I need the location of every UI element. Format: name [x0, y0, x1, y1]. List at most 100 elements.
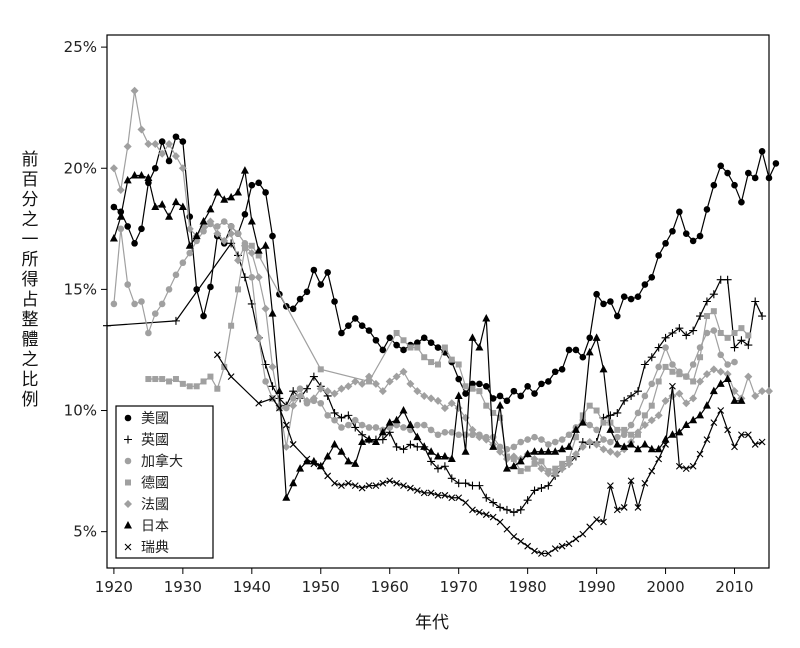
data-point	[317, 399, 325, 407]
data-point	[565, 459, 574, 468]
data-point	[462, 390, 469, 397]
data-point	[282, 493, 291, 501]
data-point	[427, 394, 436, 403]
data-point	[138, 225, 145, 233]
data-point	[324, 269, 331, 276]
data-point	[116, 186, 125, 195]
data-point	[441, 491, 449, 499]
data-point	[254, 246, 263, 254]
data-point	[565, 431, 573, 439]
data-point	[158, 138, 166, 145]
data-point	[331, 479, 338, 487]
data-point	[166, 378, 173, 385]
data-point	[392, 372, 401, 381]
data-point	[655, 455, 663, 463]
data-point	[572, 535, 580, 543]
data-point	[745, 169, 752, 177]
data-point	[710, 308, 717, 315]
data-point	[309, 372, 318, 381]
data-point	[482, 493, 491, 502]
data-point	[765, 174, 773, 182]
data-point	[261, 304, 270, 313]
data-point	[509, 461, 518, 470]
data-point	[303, 288, 311, 296]
data-point	[462, 383, 469, 390]
data-point	[214, 385, 221, 392]
data-point	[738, 198, 745, 206]
data-point	[710, 327, 718, 334]
data-point	[600, 419, 607, 426]
data-point	[448, 356, 455, 363]
series-germany	[145, 242, 752, 475]
data-point	[110, 300, 118, 308]
data-point	[607, 438, 614, 446]
data-point	[455, 494, 463, 502]
data-point	[317, 281, 325, 288]
data-point	[310, 266, 318, 274]
data-point	[668, 328, 677, 337]
data-point	[744, 341, 753, 350]
data-point	[455, 361, 462, 368]
data-point	[517, 438, 525, 446]
data-point	[158, 300, 166, 308]
data-point	[483, 402, 490, 409]
data-point	[351, 416, 359, 424]
data-point	[454, 391, 463, 399]
data-point	[110, 203, 118, 211]
data-point	[441, 344, 448, 351]
series-line	[106, 242, 763, 513]
data-point	[434, 491, 442, 499]
data-point	[476, 388, 483, 395]
data-point	[455, 431, 462, 439]
data-point	[655, 363, 662, 371]
x-tick-label: 1940	[233, 578, 271, 596]
data-point	[227, 192, 236, 201]
data-point	[682, 230, 690, 237]
data-point	[344, 456, 353, 465]
data-point	[641, 281, 649, 288]
data-point	[420, 489, 428, 497]
data-point	[751, 174, 759, 182]
data-point	[434, 344, 442, 351]
data-point	[420, 442, 429, 450]
data-point	[365, 424, 373, 431]
data-point	[206, 217, 215, 226]
data-point	[551, 545, 559, 553]
data-point	[510, 387, 518, 395]
data-point	[338, 482, 345, 490]
data-point	[145, 329, 152, 337]
data-point	[717, 162, 725, 170]
data-point	[675, 427, 684, 436]
data-point	[517, 468, 524, 475]
data-point	[730, 396, 739, 404]
data-point	[124, 281, 131, 288]
data-point	[331, 298, 338, 305]
data-point	[710, 419, 718, 427]
data-point	[344, 382, 353, 391]
data-point	[724, 334, 731, 341]
data-point	[421, 354, 428, 361]
data-point	[207, 373, 214, 380]
data-point	[331, 416, 338, 424]
data-point	[109, 234, 118, 242]
data-point	[130, 86, 139, 95]
data-point	[365, 372, 374, 381]
legend-marker	[125, 479, 131, 486]
data-point	[262, 378, 269, 385]
data-point	[758, 147, 766, 155]
data-point	[647, 353, 656, 362]
data-point	[393, 421, 400, 429]
data-point	[703, 313, 710, 320]
data-point	[400, 424, 407, 431]
data-point	[647, 416, 656, 425]
data-point	[737, 396, 746, 404]
data-point	[454, 404, 463, 413]
data-point	[399, 445, 408, 454]
data-point	[144, 140, 153, 149]
data-point	[358, 322, 366, 330]
data-point	[565, 346, 573, 354]
data-point	[654, 411, 663, 420]
data-point	[240, 166, 249, 174]
data-point	[378, 435, 387, 444]
data-point	[585, 347, 594, 356]
